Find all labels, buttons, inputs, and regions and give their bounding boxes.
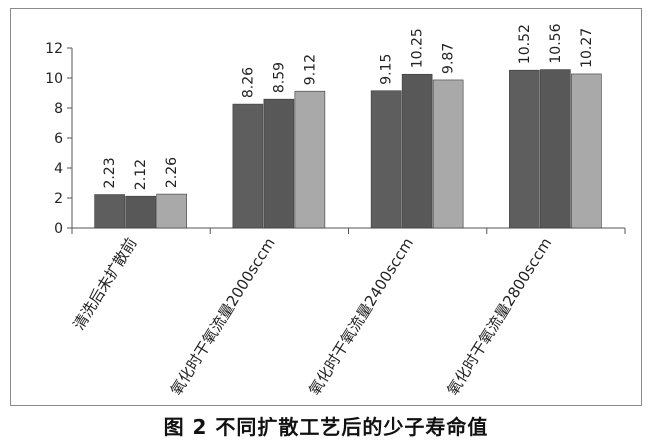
data-label: 9.12: [302, 54, 318, 85]
bar: [156, 193, 187, 229]
data-label: 8.59: [271, 62, 287, 93]
bar: [509, 69, 540, 229]
x-category-label: 氧化时干氧流量2000sccm: [167, 235, 279, 399]
bar: [370, 90, 402, 229]
chart-frame: 0 2 4 6 8 10 12 2.23 2.12 2.26 清洗后未扩散前 8.26 8.59 9.12…: [10, 8, 642, 406]
x-category-label: 氧化时干氧流量2400sccm: [305, 235, 417, 399]
bar: [294, 90, 326, 229]
bar: [401, 73, 433, 229]
data-label: 2.23: [102, 157, 118, 188]
bar: [432, 79, 464, 229]
bar: [94, 194, 125, 229]
y-tick-label: 4: [54, 161, 63, 177]
y-tick-label: 8: [54, 101, 63, 117]
data-label: 10.56: [548, 23, 564, 63]
x-category-label: 清洗后未扩散前: [70, 235, 141, 334]
data-label: 2.26: [164, 157, 180, 188]
bar: [571, 73, 602, 229]
bar: [540, 69, 571, 229]
y-tick-label: 6: [54, 131, 63, 147]
data-label: 9.87: [441, 43, 457, 74]
data-label: 10.52: [517, 24, 533, 64]
x-category-label: 氧化时干氧流量2800sccm: [443, 235, 555, 399]
data-label: 8.26: [240, 67, 256, 98]
bar-chart: 0 2 4 6 8 10 12 2.23 2.12 2.26 清洗后未扩散前 8.26 8.59 9.12…: [45, 23, 626, 399]
y-tick-label: 12: [45, 41, 63, 57]
bar: [125, 195, 156, 229]
y-tick-label: 10: [45, 71, 63, 87]
figure-caption: 图 2 不同扩散工艺后的少子寿命值: [163, 415, 489, 439]
data-label: 9.15: [379, 54, 395, 85]
data-label: 2.12: [133, 159, 149, 190]
data-label: 10.25: [410, 28, 426, 68]
bar: [232, 103, 264, 229]
data-label: 10.27: [579, 28, 595, 68]
y-tick-label: 0: [54, 221, 63, 237]
bar: [263, 98, 295, 229]
y-tick-label: 2: [54, 191, 63, 207]
